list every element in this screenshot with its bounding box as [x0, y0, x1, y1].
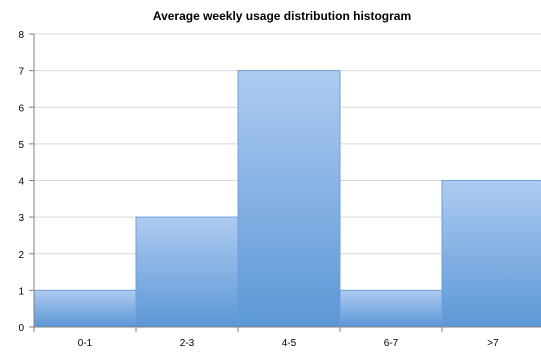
- y-tick-label: 8: [18, 30, 24, 41]
- bar-0-1: [33, 289, 137, 328]
- x-tick-label: 4-5: [282, 338, 297, 349]
- bars: [33, 70, 541, 328]
- x-tick-label: 2-3: [180, 338, 195, 349]
- x-tick-labels: 0-1 2-3 4-5 6-7 >7: [78, 338, 499, 349]
- x-tick-label: 0-1: [78, 338, 93, 349]
- y-tick-label: 6: [18, 103, 24, 114]
- bar->7: [441, 180, 541, 328]
- x-tick-label: >7: [487, 338, 499, 349]
- y-tick-label: 0: [18, 323, 24, 334]
- x-tick-label: 6-7: [384, 338, 399, 349]
- bar-6-7: [339, 289, 443, 328]
- chart-title: Average weekly usage distribution histog…: [153, 9, 411, 23]
- bar-2-3: [135, 216, 239, 328]
- y-tick-label: 7: [18, 67, 24, 78]
- y-tick-label: 4: [18, 177, 24, 188]
- y-tick-labels: 0 1 2 3 4 5 6 7 8: [18, 30, 24, 334]
- axes: [29, 33, 541, 332]
- y-tick-label: 5: [18, 140, 24, 151]
- y-tick-label: 3: [18, 213, 24, 224]
- y-tick-label: 1: [18, 286, 24, 297]
- bar-4-5: [237, 70, 341, 328]
- y-tick-label: 2: [18, 250, 24, 261]
